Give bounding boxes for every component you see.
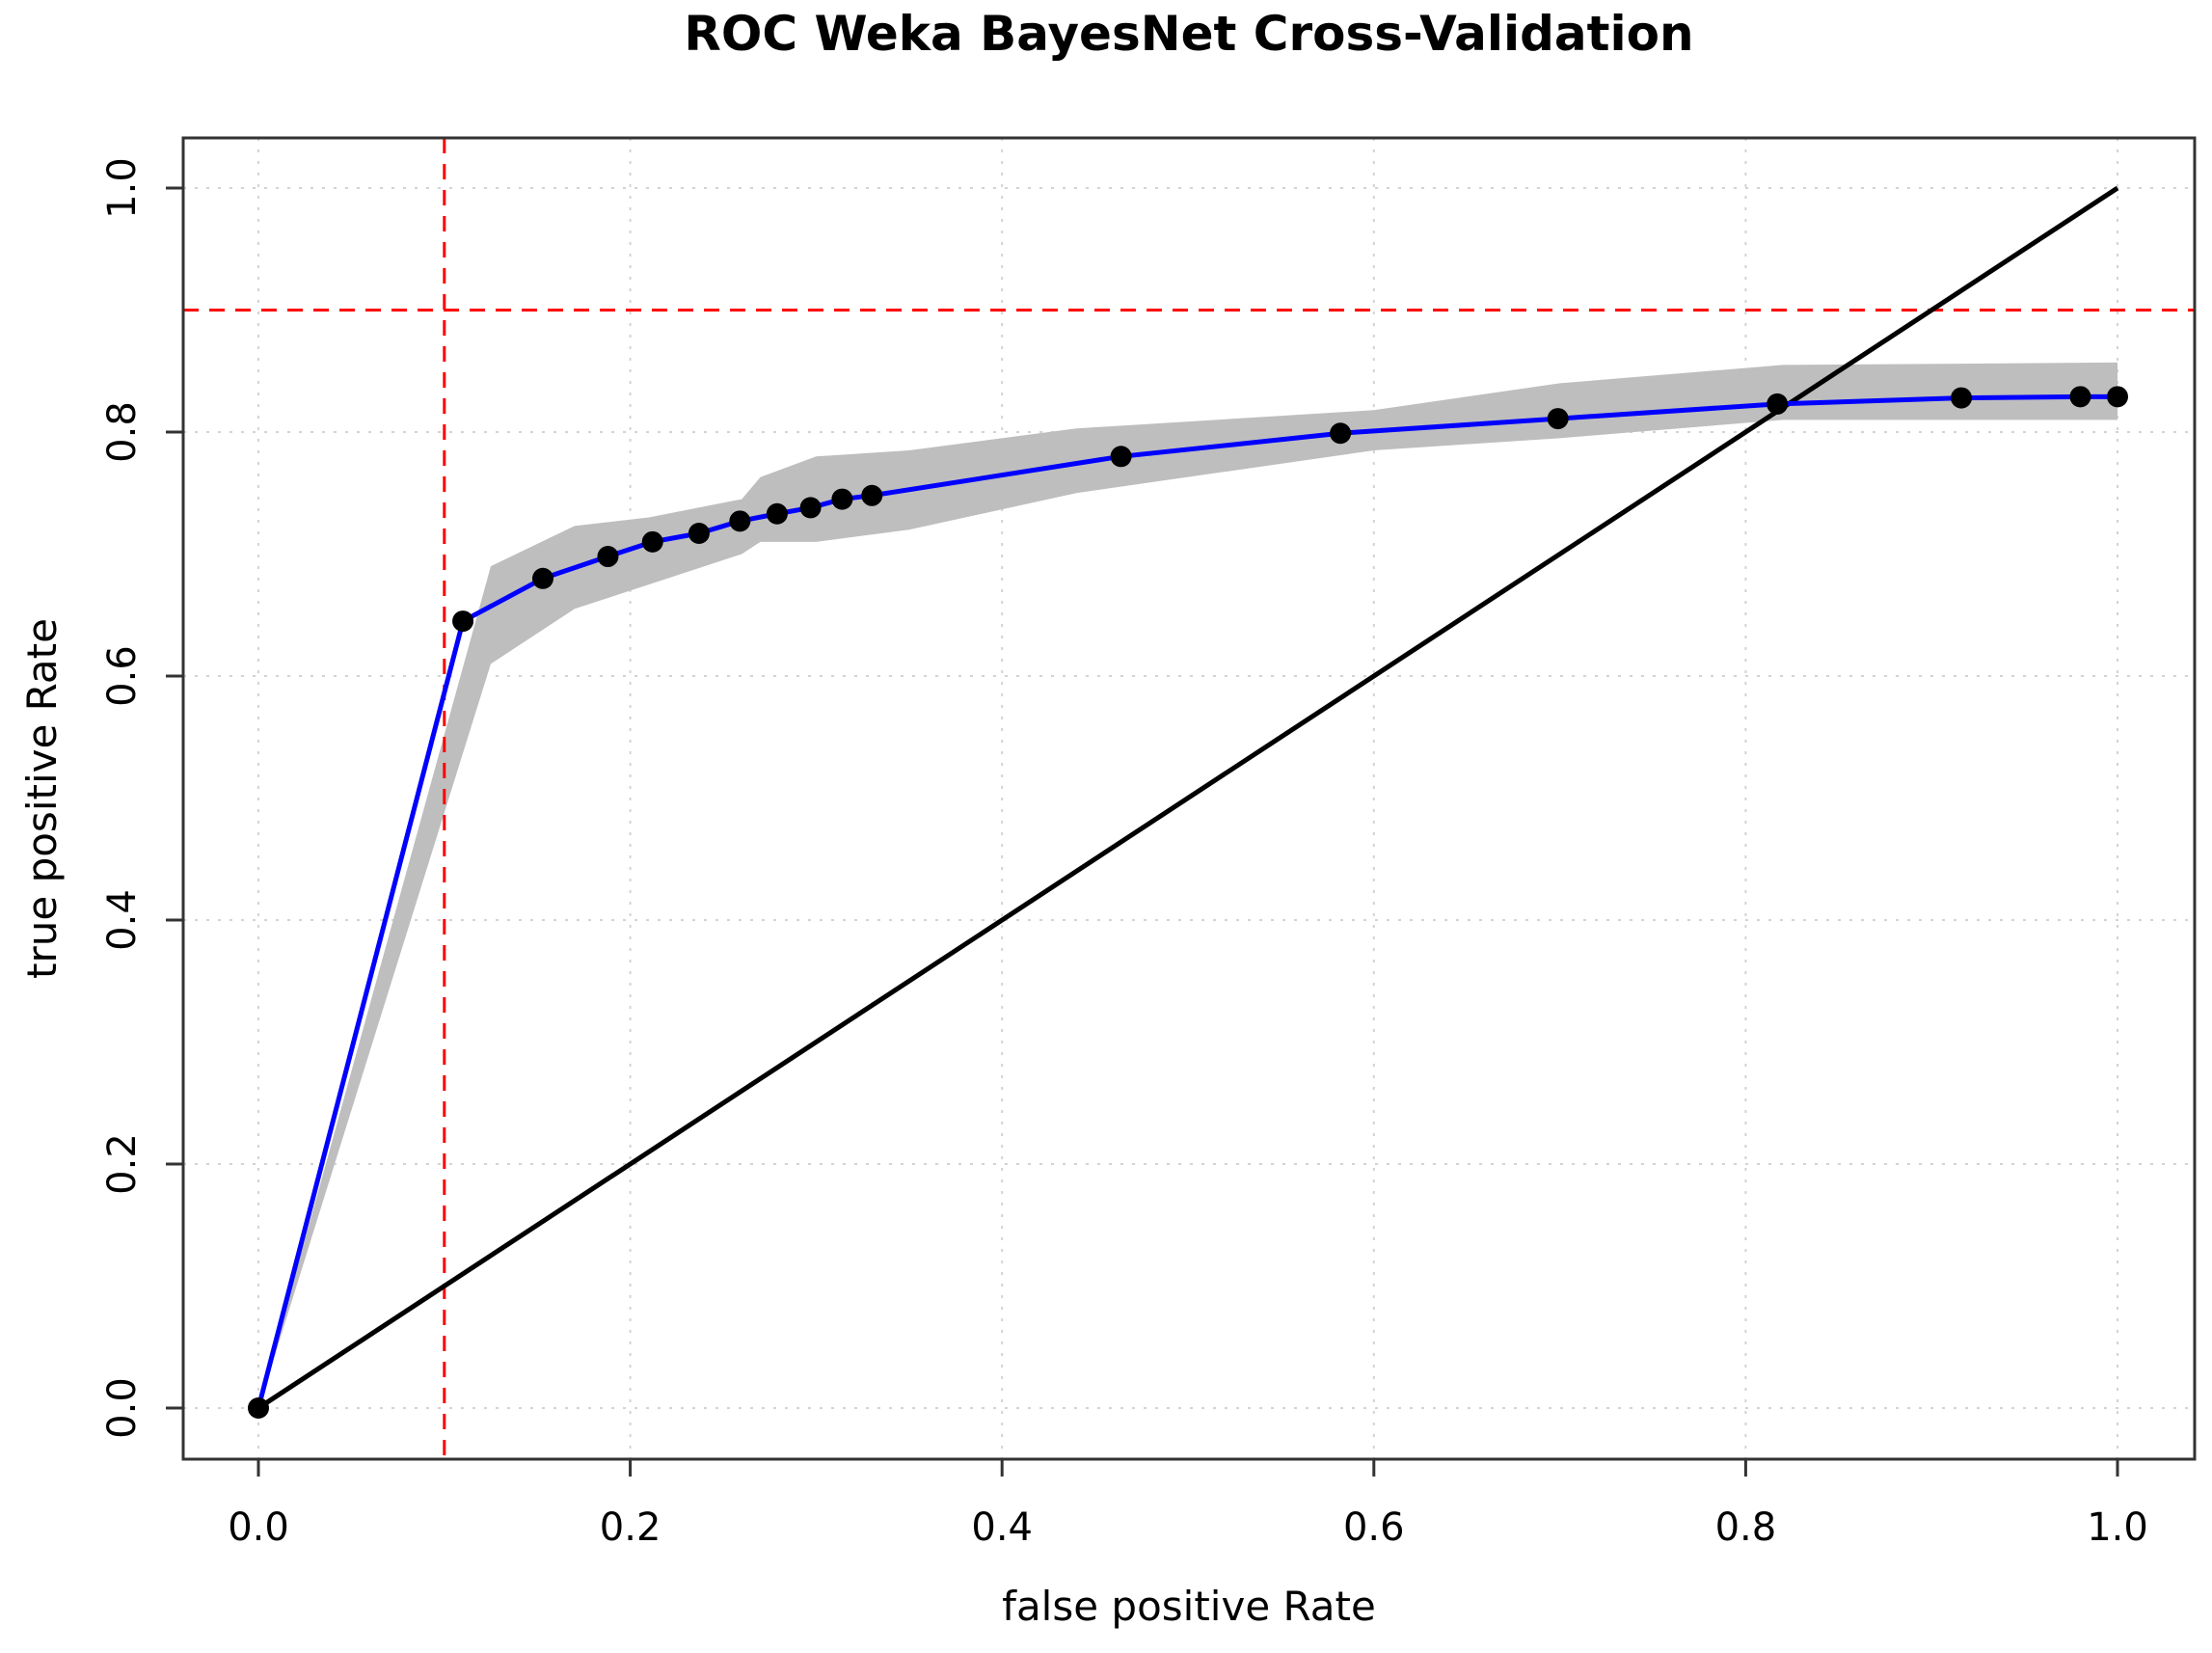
roc-point bbox=[1951, 387, 1973, 409]
x-tick-label: 0.4 bbox=[971, 1505, 1033, 1550]
x-tick-label: 0.8 bbox=[1715, 1505, 1777, 1550]
series-layer bbox=[256, 185, 2119, 1411]
x-tick-label: 0.6 bbox=[1343, 1505, 1405, 1550]
y-tick-label: 0.8 bbox=[100, 401, 145, 463]
roc-point bbox=[641, 530, 663, 553]
confidence-band-layer bbox=[258, 362, 2118, 1408]
y-axis-label: true positive Rate bbox=[18, 618, 66, 979]
y-tick-label: 0.6 bbox=[100, 645, 145, 707]
roc-point bbox=[766, 502, 788, 525]
x-axis-label: false positive Rate bbox=[1002, 1583, 1376, 1630]
roc-point bbox=[1110, 446, 1132, 468]
roc-point bbox=[831, 488, 853, 510]
reference-lines-layer bbox=[183, 138, 2195, 1459]
roc-point bbox=[861, 484, 883, 506]
roc-point bbox=[2107, 386, 2128, 408]
roc-point bbox=[452, 610, 474, 633]
x-tick-label: 0.0 bbox=[228, 1505, 289, 1550]
marker-layer bbox=[248, 386, 2128, 1419]
roc-point bbox=[1767, 393, 1789, 415]
roc-point bbox=[688, 522, 710, 544]
y-tick-label: 0.2 bbox=[100, 1133, 145, 1195]
axis-ticks: 0.0 0.2 0.4 0.6 0.8 1.0 0.0 0.2 0.4 0.6 0.8 1.0 bbox=[100, 157, 2148, 1550]
roc-point bbox=[2069, 386, 2091, 408]
y-tick-label: 0.0 bbox=[100, 1377, 145, 1439]
chart-title: ROC Weka BayesNet Cross-Validation bbox=[684, 6, 1693, 62]
plot-frame bbox=[181, 136, 2197, 1461]
grid-lines bbox=[183, 138, 2195, 1459]
roc-point bbox=[597, 546, 619, 568]
y-tick-label: 0.4 bbox=[100, 889, 145, 951]
y-tick-label: 1.0 bbox=[100, 157, 145, 219]
diagonal-line bbox=[256, 185, 2119, 1411]
roc-point bbox=[248, 1397, 269, 1419]
roc-point bbox=[1330, 422, 1352, 445]
confidence-band bbox=[258, 362, 2118, 1408]
roc-point bbox=[1547, 408, 1569, 430]
roc-curve-line bbox=[256, 393, 2118, 1409]
x-tick-label: 0.2 bbox=[600, 1505, 661, 1550]
x-tick-label: 1.0 bbox=[2087, 1505, 2148, 1550]
roc-point bbox=[531, 567, 553, 589]
roc-point bbox=[799, 497, 822, 519]
roc-point bbox=[729, 510, 751, 532]
